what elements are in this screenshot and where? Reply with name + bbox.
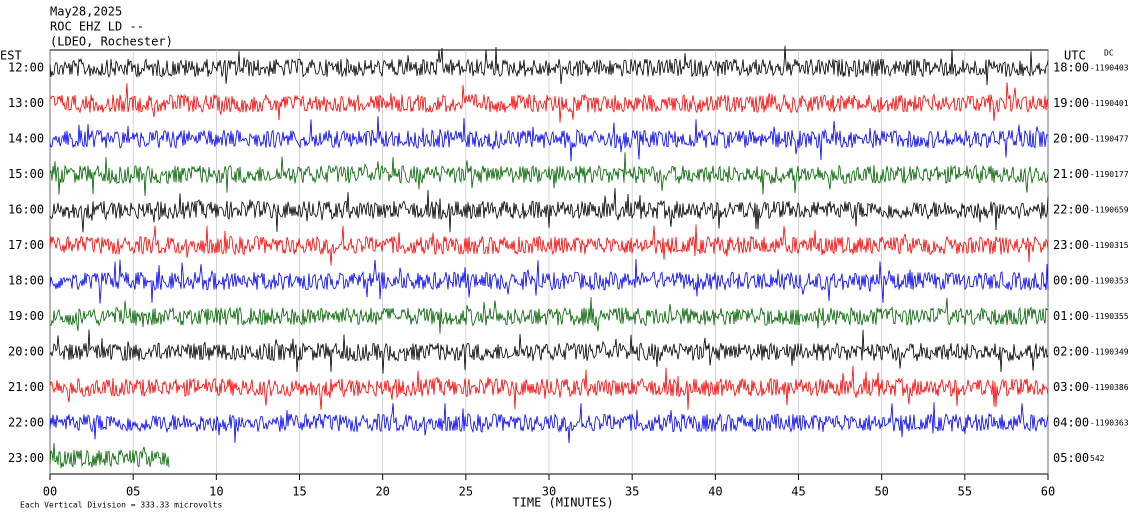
est-label: 23:00 xyxy=(8,451,44,465)
est-label: 22:00 xyxy=(8,416,44,430)
utc-label: 22:00 xyxy=(1053,203,1089,217)
utc-label: 02:00 xyxy=(1053,345,1089,359)
trace xyxy=(49,116,1049,162)
right-zone: UTC xyxy=(1064,49,1086,63)
footer-note: Each Vertical Division = 333.33 microvol… xyxy=(20,501,222,510)
x-tick-label: 35 xyxy=(625,485,639,499)
x-tick-label: 10 xyxy=(209,485,223,499)
dc-value: -1190353 xyxy=(1090,277,1129,286)
dc-value: -1190403 xyxy=(1090,64,1129,73)
dc-label: DC xyxy=(1104,49,1114,58)
trace xyxy=(49,45,1049,86)
est-label: 19:00 xyxy=(8,309,44,323)
trace xyxy=(49,296,1049,334)
utc-label: 23:00 xyxy=(1053,238,1089,252)
est-label: 15:00 xyxy=(8,167,44,181)
est-label: 17:00 xyxy=(8,238,44,252)
trace xyxy=(49,365,1049,410)
utc-label: 01:00 xyxy=(1053,309,1089,323)
x-axis-label: TIME (MINUTES) xyxy=(512,496,613,510)
est-label: 21:00 xyxy=(8,380,44,394)
x-tick-label: 00 xyxy=(43,485,57,499)
x-tick-label: 05 xyxy=(126,485,140,499)
date: May28,2025 xyxy=(50,5,122,19)
dc-value: -1190349 xyxy=(1090,348,1129,357)
trace xyxy=(49,188,1049,233)
trace xyxy=(49,329,1049,374)
x-tick-label: 45 xyxy=(791,485,805,499)
x-tick-label: 15 xyxy=(292,485,306,499)
est-label: 12:00 xyxy=(8,61,44,75)
trace xyxy=(49,258,1049,304)
dc-value: -1190477 xyxy=(1090,135,1129,144)
utc-label: 20:00 xyxy=(1053,132,1089,146)
dc-value: -1190401 xyxy=(1090,99,1129,108)
trace xyxy=(49,402,1049,444)
utc-label: 18:00 xyxy=(1053,61,1089,75)
station: ROC EHZ LD -- xyxy=(50,20,144,34)
dc-value: -1190363 xyxy=(1090,419,1129,428)
utc-label: 00:00 xyxy=(1053,274,1089,288)
est-label: 14:00 xyxy=(8,132,44,146)
est-label: 13:00 xyxy=(8,96,44,110)
dc-value: 542 xyxy=(1090,454,1105,463)
utc-label: 19:00 xyxy=(1053,96,1089,110)
utc-label: 21:00 xyxy=(1053,167,1089,181)
trace xyxy=(49,442,170,469)
dc-value: -1190177 xyxy=(1090,170,1129,179)
trace xyxy=(49,82,1049,123)
dc-value: -1190659 xyxy=(1090,206,1129,215)
x-tick-label: 60 xyxy=(1041,485,1055,499)
x-tick-label: 20 xyxy=(375,485,389,499)
left-zone: EST xyxy=(0,49,22,63)
utc-label: 05:00 xyxy=(1053,451,1089,465)
dc-value: -1190315 xyxy=(1090,241,1129,250)
dc-value: -1190355 xyxy=(1090,312,1129,321)
x-tick-label: 50 xyxy=(874,485,888,499)
location: (LDEO, Rochester) xyxy=(50,35,173,49)
trace xyxy=(49,152,1049,197)
dc-value: -1190386 xyxy=(1090,383,1129,392)
est-label: 18:00 xyxy=(8,274,44,288)
x-tick-label: 25 xyxy=(459,485,473,499)
utc-label: 03:00 xyxy=(1053,380,1089,394)
x-tick-label: 55 xyxy=(958,485,972,499)
x-tick-label: 40 xyxy=(708,485,722,499)
x-tick-label: 30 xyxy=(542,485,556,499)
trace xyxy=(49,224,1049,266)
est-label: 16:00 xyxy=(8,203,44,217)
est-label: 20:00 xyxy=(8,345,44,359)
utc-label: 04:00 xyxy=(1053,416,1089,430)
